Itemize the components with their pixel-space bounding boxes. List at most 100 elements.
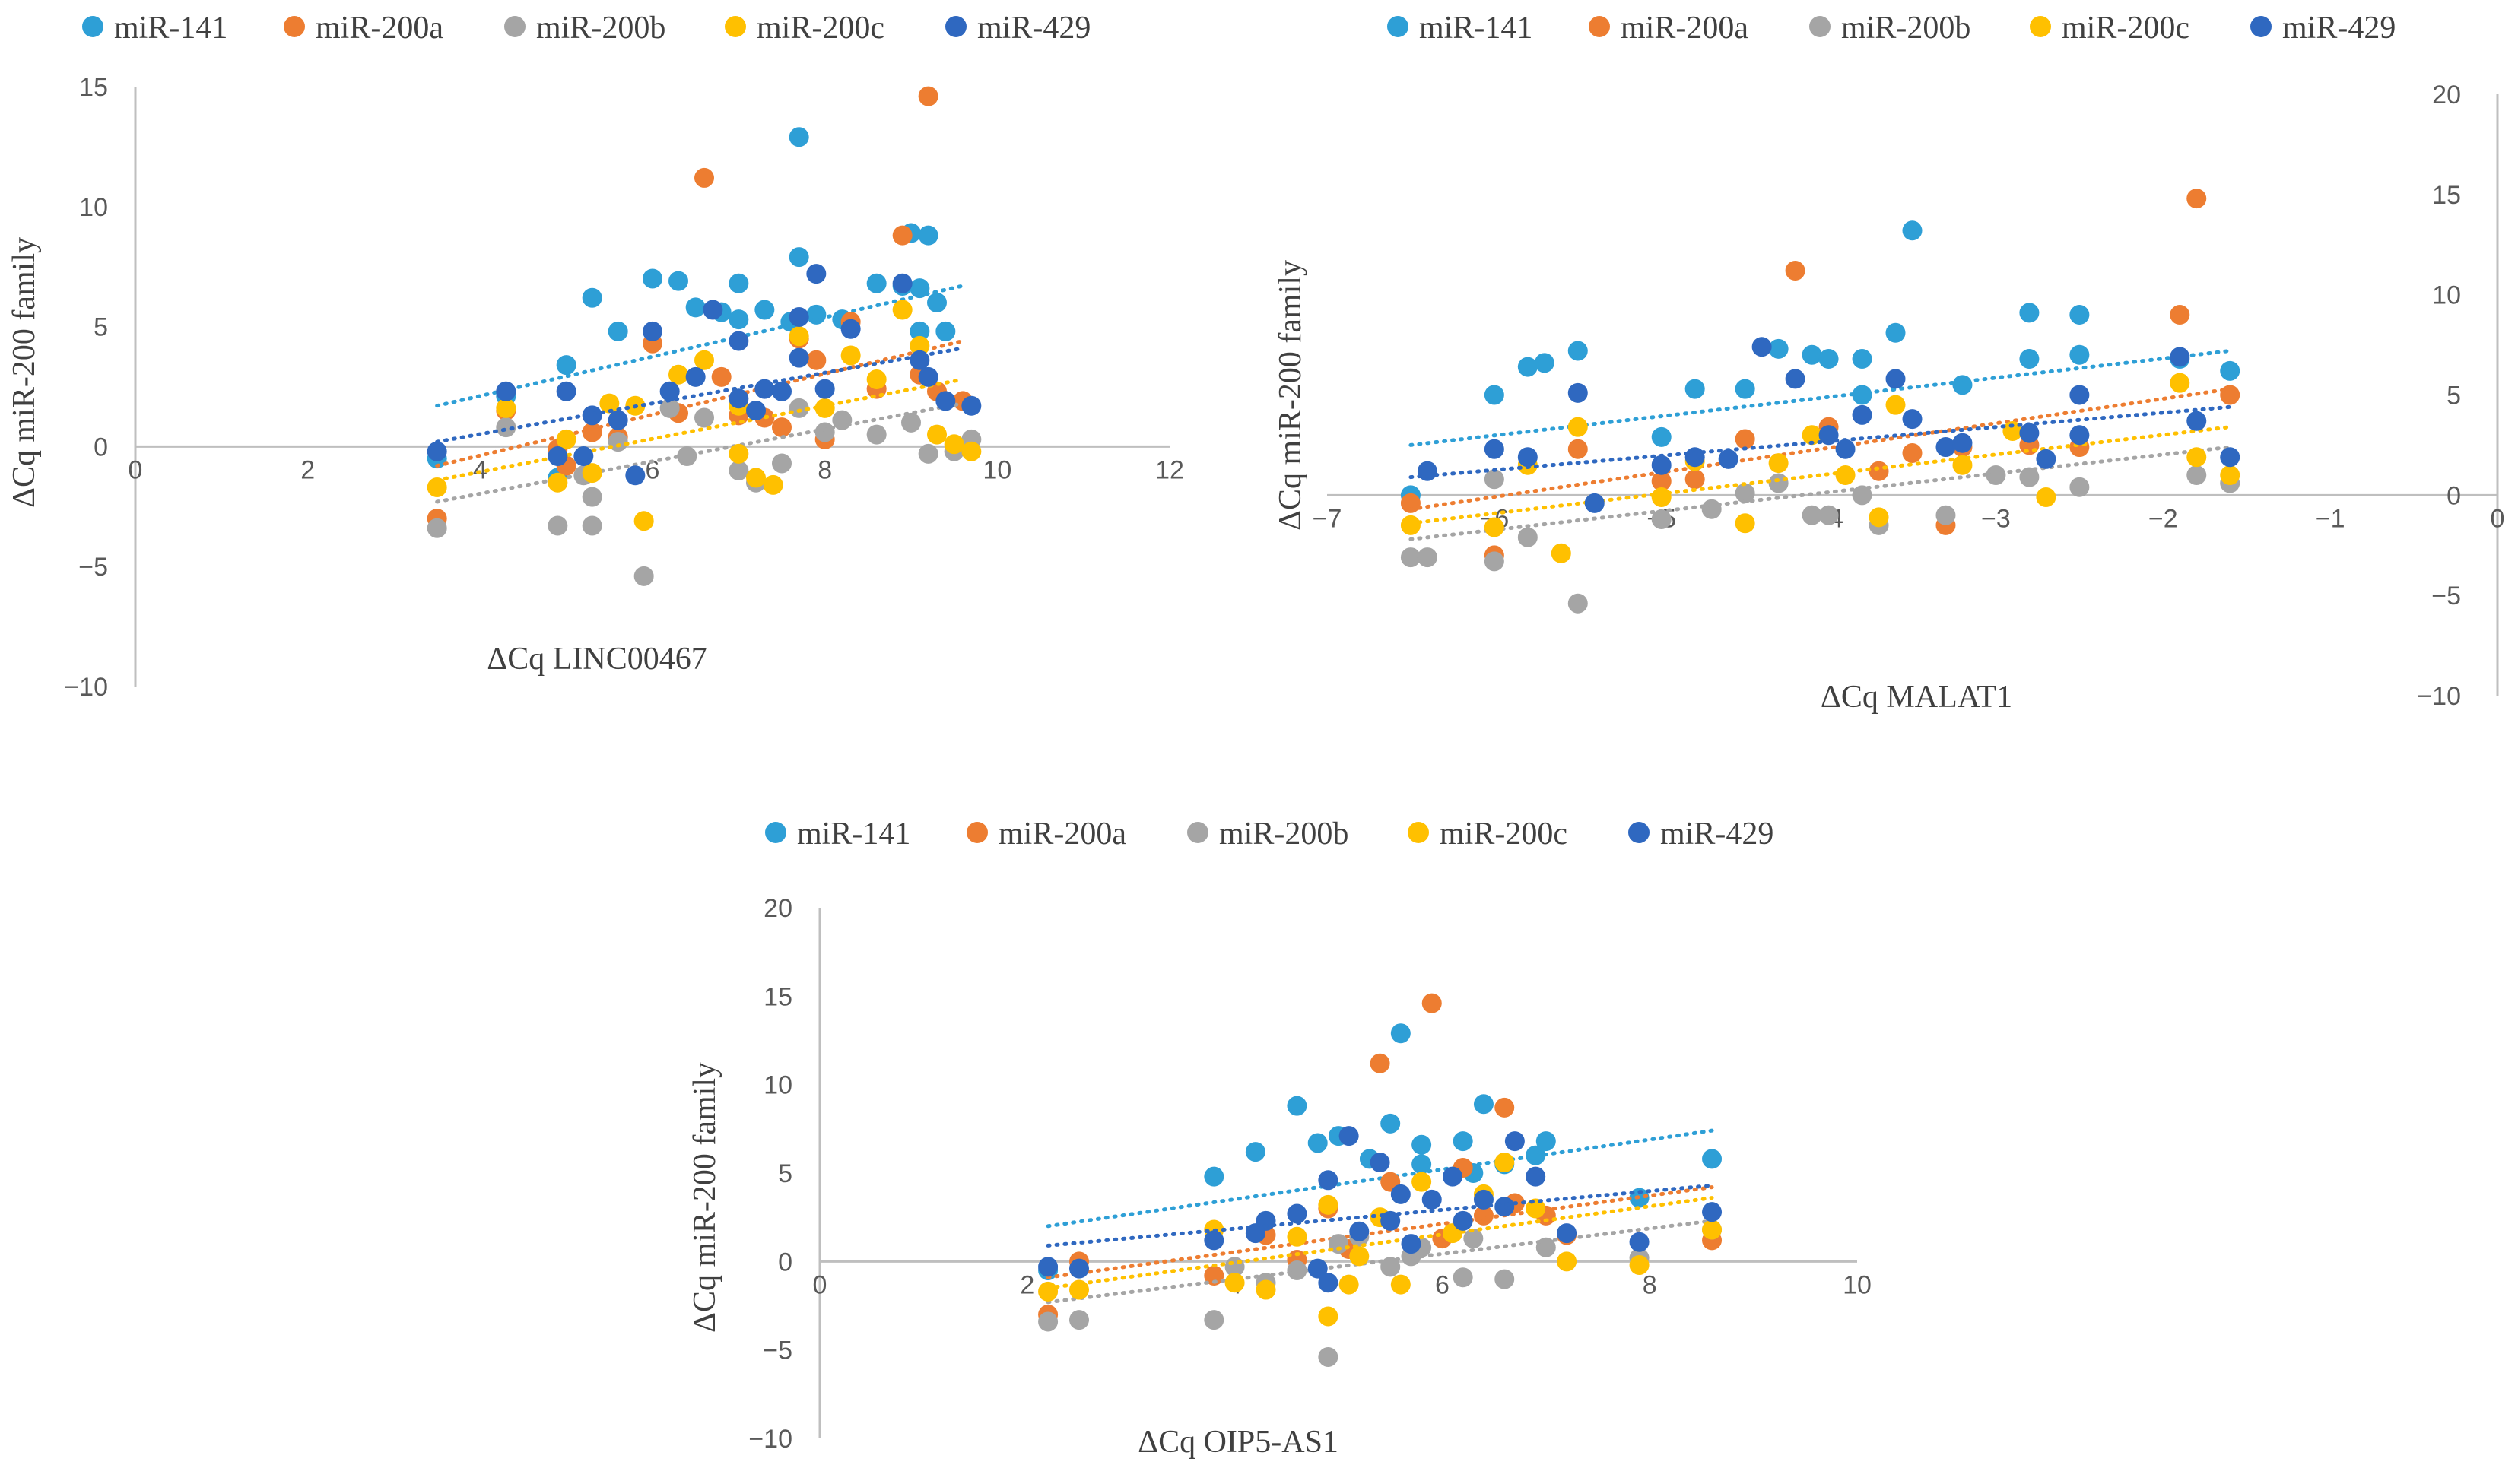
y-tick-label: −5 — [763, 1337, 792, 1365]
point-mir-200c — [789, 326, 809, 347]
point-mir-429 — [427, 441, 447, 461]
legend-marker-mir-200c — [2030, 16, 2051, 37]
point-mir-200c — [556, 429, 576, 449]
point-mir-429 — [892, 273, 913, 293]
point-mir-429 — [1567, 382, 1588, 403]
point-mir-200c — [927, 424, 947, 445]
point-mir-429 — [1307, 1258, 1328, 1279]
point-mir-141 — [556, 355, 576, 376]
x-tick-label: 4 — [473, 455, 487, 484]
point-mir-141 — [1952, 375, 1973, 395]
legend-marker-mir-141 — [1387, 16, 1408, 37]
point-mir-141 — [729, 273, 749, 293]
legend-marker-mir-200a — [1589, 16, 1610, 37]
point-mir-200b — [1069, 1310, 1089, 1330]
y-tick-label: 0 — [2447, 481, 2461, 510]
point-mir-141 — [1473, 1094, 1494, 1115]
point-mir-200a — [711, 366, 732, 387]
point-mir-200b — [496, 417, 516, 438]
point-mir-429 — [1718, 449, 1738, 469]
point-mir-141 — [1380, 1113, 1401, 1134]
point-mir-200a — [772, 417, 792, 438]
point-mir-200b — [901, 412, 921, 433]
point-mir-200a — [1421, 993, 1442, 1013]
legend-label-mir-141: miR-141 — [114, 11, 227, 46]
point-mir-200c — [746, 468, 766, 488]
legend-marker-mir-200b — [1809, 16, 1831, 37]
point-mir-429 — [608, 410, 628, 430]
x-axis-title: ΔCq OIP5-AS1 — [1138, 1425, 1338, 1460]
point-mir-200b — [1453, 1267, 1473, 1288]
trendline-mir-141 — [1046, 1128, 1714, 1229]
point-mir-141 — [789, 127, 809, 147]
legend-label-mir-200c: miR-200c — [2062, 11, 2189, 46]
point-mir-429 — [1318, 1273, 1338, 1293]
point-mir-141 — [2220, 360, 2240, 381]
point-mir-200b — [1484, 551, 1504, 572]
point-mir-429 — [729, 331, 749, 351]
legend-marker-mir-141 — [765, 822, 786, 843]
x-tick-label: 0 — [2491, 504, 2505, 533]
point-mir-200c — [2170, 373, 2190, 393]
x-tick-label: −1 — [2316, 504, 2345, 533]
point-mir-200a — [582, 422, 602, 442]
point-mir-429 — [1038, 1257, 1059, 1277]
point-mir-429 — [1443, 1166, 1463, 1187]
point-mir-200c — [763, 474, 783, 495]
point-mir-200c — [892, 300, 913, 320]
point-mir-200c — [1484, 517, 1504, 537]
legend-label-mir-141: miR-141 — [797, 817, 910, 851]
point-mir-141 — [1902, 220, 1923, 241]
trendline-mir-200a — [435, 339, 965, 468]
point-mir-200b — [1802, 505, 1822, 525]
point-mir-429 — [582, 405, 602, 426]
point-mir-429 — [1494, 1197, 1515, 1217]
series-mir-200b — [1400, 445, 2240, 614]
chart-linc00467: −10 −5 0 5 10 15 0 2 4 6 8 10 12 miR-141 miR-200a miR-2… — [7, 11, 1184, 702]
point-mir-429 — [1338, 1126, 1359, 1146]
point-mir-141 — [1735, 379, 1755, 399]
point-mir-200b — [814, 422, 835, 442]
y-tick-label: −5 — [78, 553, 108, 582]
point-mir-200c — [840, 345, 861, 366]
y-axis-title: ΔCq miR-200 family — [1273, 260, 1308, 531]
x-tick-label: 0 — [813, 1270, 827, 1299]
point-mir-429 — [2036, 449, 2056, 469]
legend-label-mir-429: miR-429 — [977, 11, 1091, 46]
x-axis-title: ΔCq LINC00467 — [487, 642, 707, 677]
legend: miR-141 miR-200a miR-200b miR-200c miR-429 — [1387, 11, 2396, 46]
point-mir-200b — [1567, 593, 1588, 614]
point-mir-200b — [1517, 527, 1538, 547]
trendline-mir-429 — [1408, 404, 2232, 480]
x-tick-label: −7 — [1313, 504, 1342, 533]
point-mir-141 — [927, 293, 947, 313]
point-mir-200c — [1557, 1251, 1577, 1272]
legend-label-mir-200c: miR-200c — [757, 11, 884, 46]
series-mir-429 — [1408, 337, 2240, 513]
point-mir-429 — [1453, 1210, 1473, 1231]
point-mir-141 — [910, 278, 930, 299]
point-mir-200b — [1417, 547, 1437, 568]
point-mir-141 — [668, 271, 688, 291]
point-mir-200c — [814, 398, 835, 418]
trendline-mir-200b — [1408, 445, 2232, 541]
trendline-mir-200a — [1046, 1185, 1714, 1279]
legend-marker-mir-200c — [725, 16, 746, 37]
point-mir-200b — [1735, 483, 1755, 503]
point-mir-200b — [582, 487, 602, 507]
y-tick-label: 0 — [94, 433, 108, 461]
x-tick-label: 12 — [1155, 455, 1184, 484]
legend-label-mir-429: miR-429 — [2282, 11, 2396, 46]
point-mir-429 — [1818, 425, 1839, 446]
point-mir-429 — [1684, 447, 1705, 468]
point-mir-429 — [1751, 337, 1772, 357]
point-mir-200b — [608, 432, 628, 452]
x-tick-label: 10 — [983, 455, 1011, 484]
point-mir-141 — [2069, 305, 2090, 325]
legend: miR-141 miR-200a miR-200b miR-200c miR-429 — [82, 11, 1091, 46]
point-mir-429 — [1256, 1210, 1276, 1231]
point-mir-141 — [1702, 1149, 1723, 1169]
point-mir-429 — [2019, 423, 2040, 443]
point-mir-200c — [1256, 1279, 1276, 1300]
point-mir-200c — [2036, 487, 2056, 507]
